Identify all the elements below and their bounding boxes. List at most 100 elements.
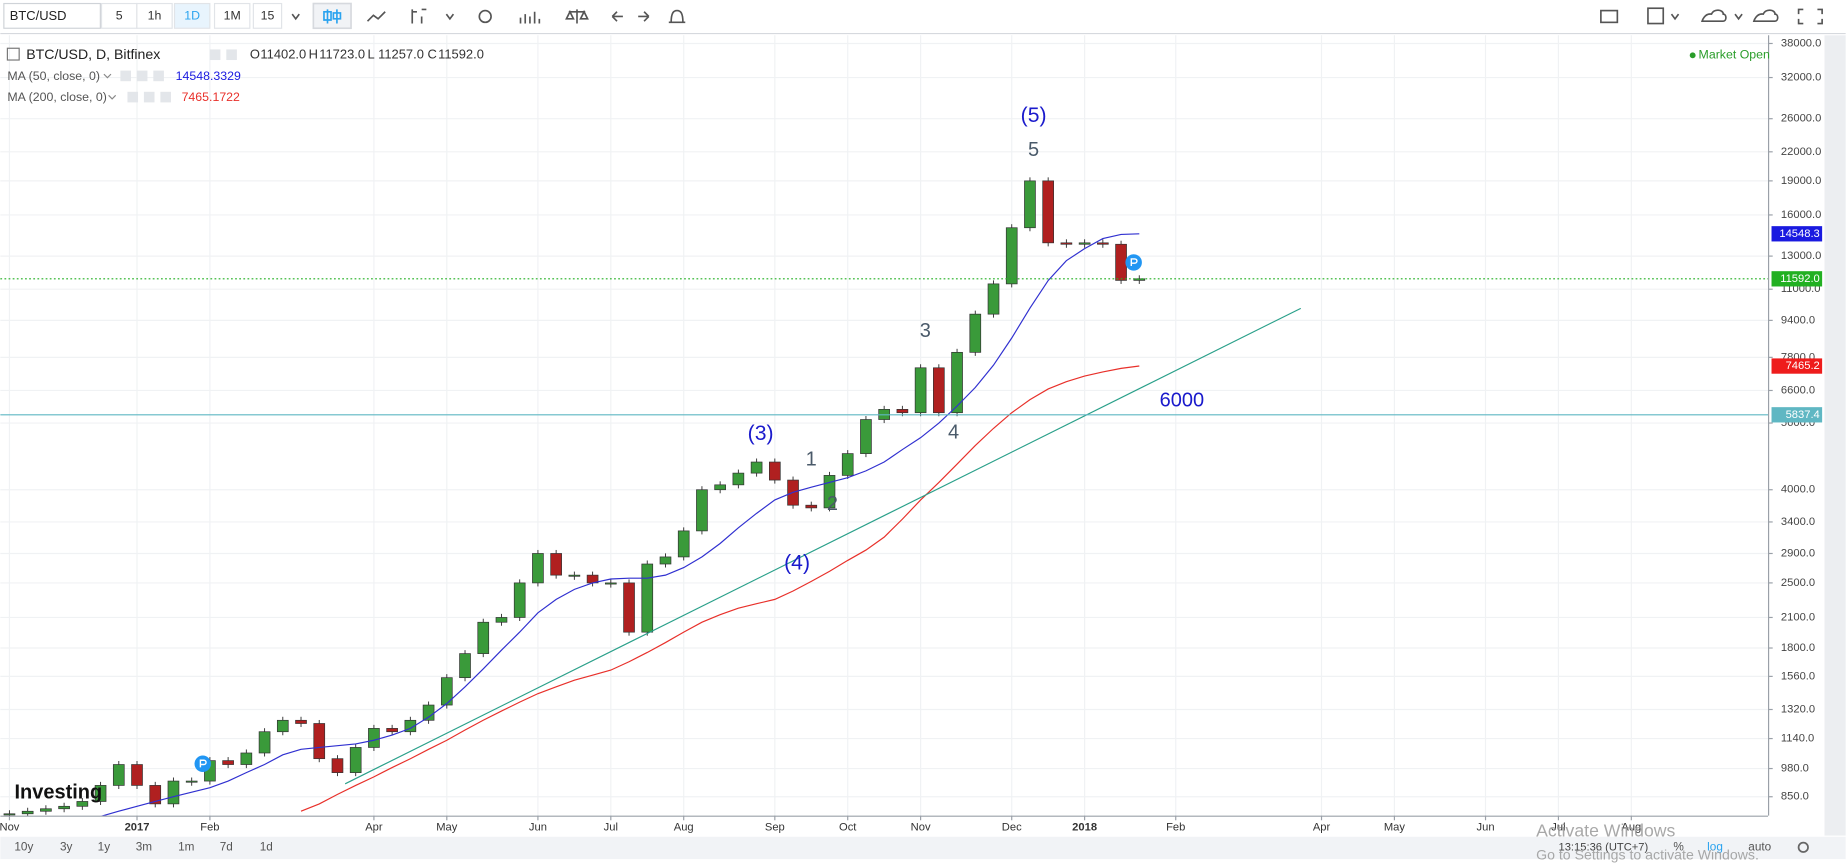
event-marker-glyph	[1130, 258, 1138, 266]
candle	[167, 780, 180, 805]
candle	[1024, 180, 1036, 229]
x-tick-label: May	[1384, 821, 1406, 833]
range-button[interactable]: 3m	[136, 840, 153, 853]
alert-icon[interactable]	[668, 9, 686, 24]
candle	[568, 574, 581, 577]
range-button[interactable]: 1y	[98, 840, 111, 853]
interval-label[interactable]: 1D	[184, 9, 200, 23]
overlays: 14548.3 11592.0 7465.2 5837.4 (5) 5 3 4 (3) 1 2 (4)…	[0, 104, 1823, 773]
line-icon[interactable]	[366, 11, 386, 22]
range-button[interactable]: 3y	[60, 840, 73, 853]
candle	[459, 653, 471, 679]
legend-icon[interactable]	[226, 49, 237, 61]
legend-main: BTC/USD, D, Bitfinex	[26, 46, 160, 62]
watermark-subtitle: Go to Settings to activate Windows.	[1536, 846, 1759, 862]
candle	[550, 553, 562, 576]
ohlc-value: 11723.0	[319, 47, 365, 62]
interval-label[interactable]: 15	[261, 9, 275, 23]
bottom-controls: 10y 3y 1y 3m 1m 7d 1d% log auto	[14, 840, 1771, 853]
settings-icon[interactable]	[1797, 841, 1809, 853]
dropdown[interactable]	[291, 13, 300, 21]
dropdown[interactable]	[103, 73, 112, 79]
candle	[732, 472, 745, 486]
scale-option[interactable]: %	[1673, 840, 1684, 853]
range-button[interactable]: 1m	[178, 840, 195, 853]
layout-icon[interactable]	[1647, 7, 1665, 25]
range-button[interactable]: 10y	[14, 840, 33, 853]
settings-icon[interactable]	[478, 9, 492, 24]
scale-icon[interactable]	[565, 9, 589, 24]
candle	[1115, 243, 1127, 281]
symbol[interactable]: BTC/USD	[10, 8, 67, 23]
logo: Investing	[14, 781, 102, 803]
interval-label[interactable]: 5	[116, 9, 123, 23]
range-button[interactable]: 1d	[260, 840, 273, 853]
interval-button[interactable]	[213, 2, 251, 29]
scrollbar[interactable]	[1824, 35, 1846, 836]
scale-option[interactable]: log	[1707, 840, 1723, 853]
ohlc-value: 11402.0	[260, 47, 306, 62]
legend-icon[interactable]	[209, 49, 221, 61]
candle	[131, 764, 143, 786]
candle	[40, 808, 52, 812]
wave-label: (4)	[784, 551, 810, 574]
interval-button[interactable]	[136, 2, 173, 29]
y-tick-label: 4000.0	[1781, 484, 1815, 496]
candle	[1078, 242, 1091, 245]
x-tick-label: May	[436, 821, 458, 833]
compare-icon[interactable]	[519, 11, 541, 24]
wave-label: 5	[1028, 139, 1039, 161]
dropdown[interactable]	[445, 13, 455, 21]
range-button[interactable]: 7d	[220, 840, 233, 853]
dropdown[interactable]	[1670, 13, 1743, 21]
candles-button[interactable]	[312, 2, 352, 30]
candle	[659, 556, 672, 565]
legend-icon[interactable]	[153, 70, 164, 82]
x-tick-label: Oct	[839, 821, 857, 833]
collapse-icon[interactable]	[6, 47, 20, 61]
y-tick-label: 1560.0	[1781, 670, 1815, 682]
indicator-icon[interactable]	[411, 8, 427, 24]
market-status: Market Open	[1699, 48, 1770, 62]
fullscreen-icon[interactable]	[1797, 8, 1823, 25]
interval-label[interactable]: 1M	[224, 9, 241, 23]
candle	[769, 461, 781, 481]
plot-area	[0, 35, 1768, 816]
legend-icon[interactable]	[160, 91, 171, 103]
legend-icon[interactable]	[143, 91, 155, 103]
candle	[677, 530, 690, 558]
interval-button[interactable]	[173, 2, 211, 29]
legend-icon[interactable]	[120, 70, 131, 82]
y-tick-label: 26000.0	[1781, 113, 1821, 125]
legend-icon[interactable]	[127, 91, 139, 103]
candle	[604, 582, 617, 585]
ma-line	[300, 365, 1140, 812]
load-icon[interactable]	[1700, 9, 1727, 23]
y-tick-label: 850.0	[1781, 791, 1809, 803]
y-tick-label: 2100.0	[1781, 611, 1815, 623]
candle	[368, 728, 380, 748]
legend-icon[interactable]	[136, 70, 148, 82]
save-icon[interactable]	[1752, 9, 1779, 23]
interval-label[interactable]: 1h	[148, 9, 162, 23]
trend-line[interactable]	[344, 307, 1302, 785]
undo-redo-icon[interactable]	[611, 11, 650, 22]
symbol-box[interactable]	[3, 2, 101, 29]
ohlc-value: 11257.0	[378, 47, 424, 62]
camera-icon[interactable]	[1600, 9, 1619, 24]
x-tick-label: Jun	[529, 821, 547, 833]
scale-option[interactable]: auto	[1748, 840, 1771, 853]
candle	[841, 453, 854, 476]
price-badge-label: 14548.3	[1779, 228, 1819, 240]
interval-button[interactable]	[100, 2, 138, 29]
candle	[823, 475, 836, 509]
y-tick-label: 38000.0	[1781, 37, 1821, 49]
wave-label: 4	[948, 421, 959, 443]
candle	[933, 367, 945, 414]
x-tick-label: Nov	[0, 821, 20, 833]
candles-icon	[323, 9, 342, 24]
interval-button[interactable]	[252, 2, 283, 29]
y-tick-label: 2900.0	[1781, 547, 1815, 559]
dropdown[interactable]	[108, 94, 117, 100]
